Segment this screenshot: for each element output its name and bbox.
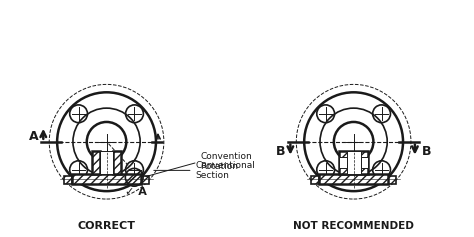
Bar — [64, 176, 72, 184]
Bar — [388, 176, 396, 184]
Bar — [311, 176, 319, 184]
Text: B: B — [276, 145, 285, 158]
Bar — [346, 151, 361, 174]
Text: CORRECT: CORRECT — [78, 221, 136, 231]
Bar — [319, 174, 388, 184]
Bar — [72, 174, 141, 184]
Text: NOT RECOMMENDED: NOT RECOMMENDED — [293, 221, 414, 231]
Text: ✓ A: ✓ A — [125, 187, 147, 197]
Text: Conventional
Section: Conventional Section — [154, 161, 255, 180]
Bar — [100, 151, 113, 174]
Bar — [113, 151, 121, 174]
Text: Convention
Rotation: Convention Rotation — [146, 152, 252, 177]
Text: A: A — [28, 130, 38, 143]
Text: B: B — [422, 145, 431, 158]
Bar — [361, 157, 368, 169]
Bar — [339, 157, 346, 169]
Bar — [92, 151, 100, 174]
Bar — [339, 151, 368, 174]
Bar — [141, 176, 149, 184]
